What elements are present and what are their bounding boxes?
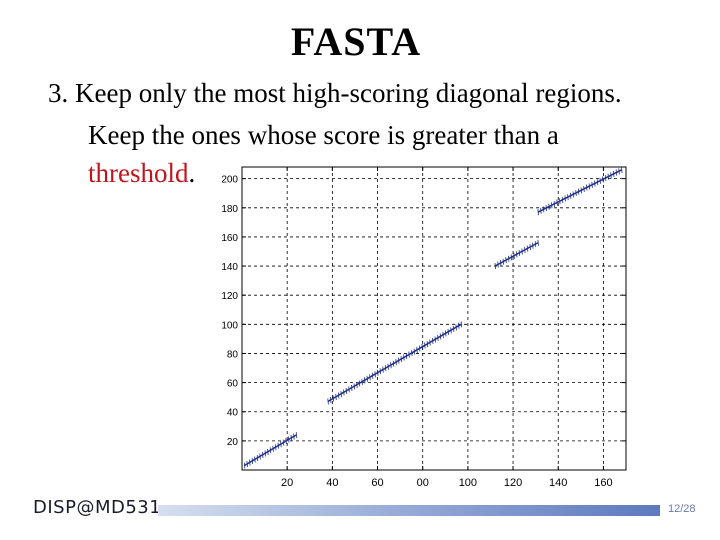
y-tick-label: 60 xyxy=(227,379,239,390)
x-tick-label: 140 xyxy=(549,477,567,489)
diagonal-segment xyxy=(327,323,462,403)
diagonal-regions-chart: 20 40 60 00 100 120 140 160 20 40 60 80 100 120 140 160… xyxy=(221,166,627,489)
sub-point-line-2: threshold. xyxy=(88,158,195,189)
y-tick-label: 120 xyxy=(221,291,238,302)
bullet-point-text: 3. Keep only the most high-scoring diago… xyxy=(48,78,622,108)
y-tick-label: 180 xyxy=(221,204,238,215)
x-tick-label: 40 xyxy=(326,477,338,489)
y-tick-label: 200 xyxy=(221,175,238,186)
diagonal-segment-marks xyxy=(327,321,463,405)
x-tick-label: 00 xyxy=(417,477,429,489)
sub-point-period: . xyxy=(188,158,196,188)
plot-frame xyxy=(241,166,627,471)
x-tick-label: 120 xyxy=(504,477,522,489)
x-tick-label: 100 xyxy=(459,477,477,489)
diagonal-segment-marks xyxy=(537,166,623,216)
diagonal-segment-marks xyxy=(243,431,298,469)
threshold-highlight: threshold xyxy=(88,158,189,188)
y-tick-label: 140 xyxy=(221,262,238,273)
y-tick-label: 160 xyxy=(221,233,238,244)
x-tick-label: 160 xyxy=(594,477,612,489)
page-number: 12/28 xyxy=(668,503,696,515)
sub-point-line-1: Keep the ones whose score is greater tha… xyxy=(88,120,559,150)
y-tick-label: 40 xyxy=(227,408,239,419)
footer-brand: DISP@MD531 xyxy=(33,497,162,518)
plot-area xyxy=(242,167,626,470)
y-tick-label: 80 xyxy=(227,349,239,360)
slide-title: FASTA xyxy=(290,19,422,64)
diagonal-segment-marks xyxy=(494,239,539,270)
x-tick-label: 20 xyxy=(281,477,293,489)
footer-bar xyxy=(158,505,660,516)
y-tick-label: 20 xyxy=(227,437,239,448)
x-tick-label: 60 xyxy=(371,477,383,489)
y-tick-label: 100 xyxy=(221,320,238,331)
